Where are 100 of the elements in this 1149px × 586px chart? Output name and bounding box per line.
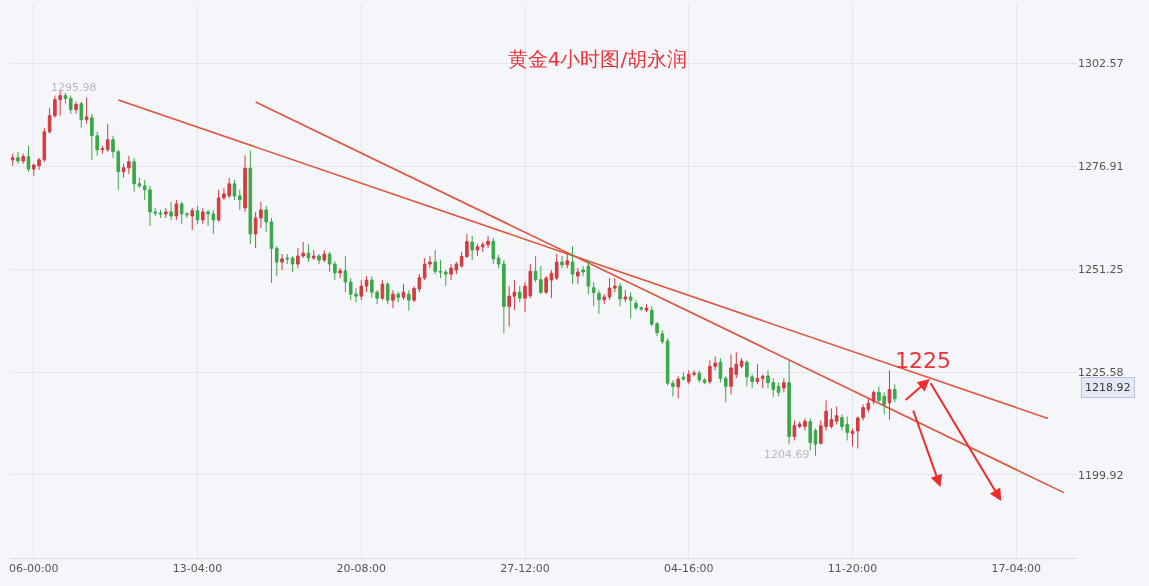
annotation: 1225	[895, 348, 951, 373]
candlestick	[602, 293, 607, 305]
candlestick	[787, 359, 791, 445]
candlestick	[311, 249, 316, 261]
candlestick	[834, 405, 839, 425]
candlestick	[169, 201, 173, 221]
candlestick	[576, 267, 580, 285]
candlestick	[84, 97, 89, 125]
candlestick	[507, 285, 511, 328]
candlestick	[190, 207, 195, 231]
candlestick	[782, 377, 786, 393]
x-tick-label: 17-04:00	[991, 562, 1042, 576]
candlestick	[739, 357, 744, 369]
candlestick	[317, 253, 321, 265]
text: 1218.92	[1085, 381, 1131, 394]
candlestick	[591, 281, 596, 307]
candlestick	[68, 95, 73, 115]
candlestick	[644, 303, 649, 313]
candlestick	[396, 291, 401, 303]
x-tick-label: 06-00:00	[8, 562, 59, 576]
y-tick-label: 1251.25	[1078, 262, 1124, 276]
candlestick	[105, 123, 110, 153]
candlestick	[385, 281, 390, 305]
candlestick	[808, 417, 813, 452]
candlestick	[21, 153, 25, 165]
candlestick	[702, 377, 707, 385]
annotation: 1204.69	[764, 448, 810, 461]
candlestick	[237, 189, 242, 211]
candlestick	[391, 289, 395, 309]
candlestick	[290, 255, 295, 273]
candlestick	[570, 245, 575, 285]
candlestick	[723, 375, 728, 403]
candlestick	[681, 371, 686, 381]
candlestick	[475, 243, 480, 257]
candlestick	[433, 249, 438, 275]
x-tick-label: 13-04:00	[172, 562, 223, 576]
candlestick	[338, 267, 342, 279]
candlestick	[813, 427, 818, 457]
candlestick	[676, 375, 680, 399]
candlestick	[618, 282, 622, 307]
candlestick	[274, 245, 279, 277]
candlestick	[285, 253, 290, 265]
candlestick	[16, 151, 20, 165]
candlestick	[554, 253, 559, 281]
candlestick	[697, 369, 702, 383]
annotation: 1295.98	[51, 81, 97, 94]
candlestick	[322, 249, 327, 263]
candlestick	[887, 369, 892, 421]
candlestick	[628, 291, 633, 319]
candlestick	[597, 289, 601, 315]
candlestick	[623, 289, 628, 303]
candlestick	[560, 255, 564, 269]
candlestick	[306, 243, 311, 263]
candlestick	[164, 207, 168, 219]
x-tick-label: 04-16:00	[663, 562, 714, 576]
candlestick	[792, 419, 797, 441]
candlestick	[74, 101, 78, 115]
y-tick-label: 1225.58	[1078, 365, 1124, 379]
candlestick	[243, 154, 247, 213]
candlestick	[264, 205, 268, 233]
candlestick	[269, 217, 274, 284]
candlestick	[158, 209, 163, 219]
candlestick	[760, 373, 765, 389]
candlestick	[613, 277, 617, 293]
y-tick-label: 1276.91	[1078, 160, 1124, 174]
candlestick	[470, 235, 474, 261]
candlestick	[359, 279, 364, 301]
candlestick	[443, 269, 448, 287]
candlestick	[232, 179, 237, 201]
candlestick	[565, 251, 570, 269]
candlestick	[100, 145, 105, 155]
candlestick	[512, 279, 517, 311]
candlestick	[380, 279, 385, 301]
y-tick-label: 1302.57	[1078, 57, 1124, 71]
x-tick-label: 11-20:00	[827, 562, 878, 576]
y-tick-label: 1199.92	[1078, 468, 1124, 482]
candlestick	[174, 199, 179, 221]
candlestick	[195, 205, 200, 225]
candlestick	[280, 253, 284, 271]
candlestick	[364, 275, 369, 293]
candlestick	[871, 389, 876, 405]
candlestick	[660, 329, 665, 345]
candlestick	[607, 277, 612, 301]
candlestick	[401, 283, 406, 301]
candlestick	[201, 207, 205, 225]
candlestick	[343, 255, 348, 293]
candlestick	[755, 363, 760, 385]
candlestick	[776, 381, 781, 397]
candlestick	[248, 150, 253, 245]
candlestick	[63, 92, 68, 105]
x-tick-label: 27-12:00	[500, 562, 550, 576]
candlestick	[438, 259, 443, 279]
candlestick	[407, 289, 411, 312]
candlestick	[26, 145, 31, 173]
candlestick	[79, 101, 84, 129]
candlestick	[892, 383, 897, 403]
candlestick	[10, 153, 15, 167]
x-tick-label: 20-08:00	[336, 562, 387, 576]
candlestick	[850, 427, 855, 448]
text: 黄金4小时图/胡永润	[507, 46, 688, 71]
